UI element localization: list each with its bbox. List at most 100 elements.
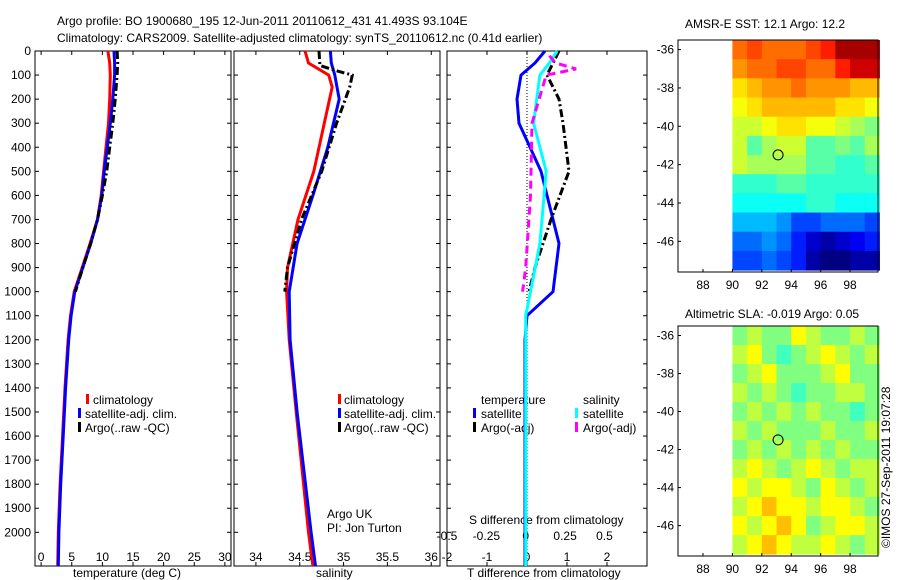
- sla-map-cell: [776, 497, 792, 517]
- sla-map-cell: [850, 345, 866, 365]
- map-y-tick-label: -38: [657, 81, 675, 95]
- sla-map-cell: [850, 402, 866, 422]
- sla-map-cell: [820, 326, 836, 346]
- sla-map-cell: [835, 383, 851, 403]
- sla-map-cell: [805, 421, 822, 441]
- sst-map-cell: [805, 59, 822, 79]
- sla-map-cell: [805, 345, 822, 365]
- legend-label: satellite: [481, 407, 522, 421]
- salinity-legend: climatology satellite-adj. clim. Argo(..…: [338, 393, 436, 435]
- sla-map-cell: [820, 421, 836, 441]
- legend-label: climatology: [93, 393, 153, 407]
- sst-map-cell: [864, 135, 880, 156]
- sla-map-cell: [805, 440, 822, 460]
- sst-map-cell: [805, 97, 822, 118]
- sla-map-cell: [820, 364, 836, 384]
- x-tick-label: 20: [157, 550, 171, 564]
- sla-map-cell: [747, 459, 763, 479]
- sla-map-cell: [835, 497, 851, 517]
- sla-map-cell: [747, 516, 763, 536]
- map-x-tick-label: 96: [814, 278, 828, 292]
- sla-map-cell: [776, 345, 792, 365]
- x-tick-label: 35: [337, 550, 351, 564]
- legend-swatch-climatology: [86, 394, 89, 404]
- sst-map-cell: [732, 212, 748, 233]
- y-tick-label: 1700: [4, 453, 31, 467]
- sst-map-cell: [747, 135, 763, 156]
- map-x-tick-label: 94: [785, 562, 799, 576]
- sst-map-cell: [835, 97, 851, 118]
- sla-map-cell: [761, 459, 778, 479]
- sst-map-cell: [850, 155, 866, 175]
- map-x-tick-label: 98: [843, 278, 857, 292]
- y-tick-label: 1400: [4, 381, 31, 395]
- sla-map-cell: [820, 516, 836, 536]
- series-satellite-adj-clim-: [56, 50, 117, 567]
- sst-map-cell: [820, 78, 836, 99]
- sst-map-cell: [835, 40, 851, 60]
- sst-map-cell: [835, 59, 851, 79]
- sla-map-cell: [791, 459, 807, 479]
- sla-map-cell: [732, 402, 748, 422]
- temperature-xlabel: temperature (deg C): [73, 566, 181, 580]
- sla-map-cell: [820, 402, 836, 422]
- sst-map-cell: [864, 231, 880, 252]
- sla-map-cell: [850, 516, 866, 536]
- sst-map-cell: [820, 97, 836, 118]
- sst-map-cell: [732, 135, 748, 156]
- sla-map-cell: [864, 516, 880, 536]
- legend-swatch-s-satellite: [575, 408, 578, 418]
- sla-map-cell: [820, 440, 836, 460]
- sla-map-cell: [732, 345, 748, 365]
- sst-map-cell: [747, 97, 763, 118]
- sla-map-cell: [850, 478, 866, 498]
- sst-map-cell: [864, 116, 880, 137]
- sla-map-cell: [864, 402, 880, 422]
- sst-map-cell: [805, 231, 822, 252]
- sla-map-cell: [850, 497, 866, 517]
- map-y-tick-label: -44: [657, 196, 675, 210]
- sst-map-cell: [835, 212, 851, 233]
- sst-map-title: AMSR-E SST: 12.1 Argo: 12.2: [685, 17, 845, 31]
- series-argo-raw-qc-: [73, 50, 120, 293]
- sst-map-cell: [776, 212, 792, 233]
- sla-map-cell: [805, 459, 822, 479]
- sla-map-cell: [820, 459, 836, 479]
- sla-map-cell: [761, 326, 778, 346]
- sla-map-cell: [791, 345, 807, 365]
- x-tick-label: 10: [96, 550, 110, 564]
- sla-map-cell: [850, 326, 866, 346]
- sst-map-cell: [761, 40, 778, 60]
- sst-map-cell: [850, 78, 866, 99]
- map-y-tick-label: -44: [657, 481, 675, 495]
- argo-location-marker: [772, 434, 784, 446]
- series-climatology: [56, 50, 112, 567]
- legend-swatch-argo: [78, 422, 81, 432]
- sst-map-cell: [805, 193, 822, 214]
- sst-map-frame: [677, 39, 879, 273]
- legend-group-title: temperature: [481, 393, 546, 407]
- temperature-plot-frame: [34, 50, 232, 567]
- sla-map-cell: [747, 326, 763, 346]
- sst-map-cell: [747, 212, 763, 233]
- map-x-tick-label: 88: [696, 278, 710, 292]
- sla-map-cell: [791, 497, 807, 517]
- sla-map-cell: [850, 535, 866, 555]
- sla-map-cell: [805, 497, 822, 517]
- series-s-satellite: [524, 50, 559, 566]
- salinity-xlabel: salinity: [316, 566, 353, 580]
- series-t-argo-adj-: [527, 50, 571, 293]
- sst-map-cell: [850, 116, 866, 137]
- map-y-tick-label: -42: [657, 158, 675, 172]
- sst-map-cell: [850, 40, 866, 60]
- sst-map-cell: [732, 250, 748, 271]
- sst-map-cell: [761, 97, 778, 118]
- sst-map-cell: [776, 78, 792, 99]
- sst-map-cell: [761, 59, 778, 79]
- sst-map-cell: [776, 174, 792, 194]
- sla-map-cell: [732, 459, 748, 479]
- sla-map-title: Altimetric SLA: -0.019 Argo: 0.05: [685, 307, 859, 321]
- copyright-stamp: ©IMOS 27-Sep-2011 19:07:28: [879, 386, 893, 548]
- sst-map-cell: [747, 155, 763, 175]
- y-tick-label: 1200: [4, 333, 31, 347]
